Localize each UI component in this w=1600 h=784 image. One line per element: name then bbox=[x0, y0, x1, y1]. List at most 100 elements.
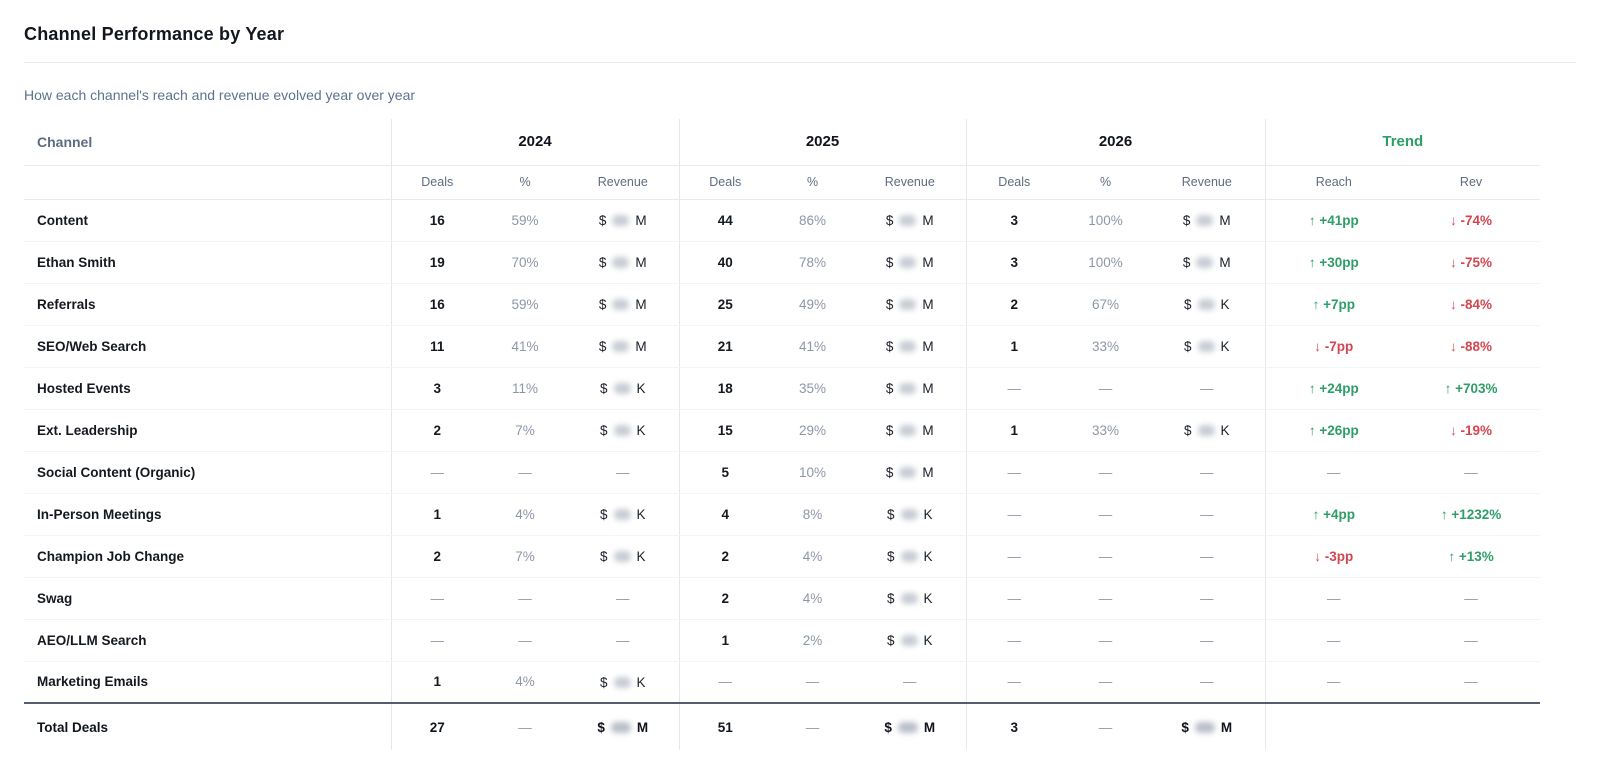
revenue-cell: $ M bbox=[854, 409, 967, 452]
percent-cell: 86% bbox=[771, 199, 855, 242]
redacted-value bbox=[612, 256, 630, 268]
deals-cell: 51 bbox=[678, 702, 772, 750]
percent-cell: 11% bbox=[483, 367, 567, 410]
revenue-cell: $ M bbox=[1149, 702, 1266, 750]
revenue-cell: — bbox=[854, 661, 967, 704]
redacted-value bbox=[899, 382, 917, 394]
column-header-2024: 2024 bbox=[390, 119, 680, 166]
channel-cell: Champion Job Change bbox=[24, 535, 391, 578]
currency-symbol: $ bbox=[599, 548, 608, 564]
deals-cell: 5 bbox=[678, 451, 772, 494]
revenue-unit: M bbox=[922, 464, 934, 480]
trend-reach-cell: — bbox=[1264, 661, 1403, 704]
currency-symbol: $ bbox=[887, 506, 895, 522]
deals-cell: 18 bbox=[678, 367, 772, 410]
currency-symbol: $ bbox=[887, 632, 895, 648]
trend-reach-cell: ↓ -7pp bbox=[1264, 325, 1403, 368]
table-row: Swag — — —2 4% $ K — — — — — bbox=[24, 577, 1541, 620]
revenue-cell: $ M bbox=[854, 325, 967, 368]
up-arrow-icon: ↑ bbox=[1444, 380, 1452, 396]
total-row: Total Deals 27— $ M 51— $ M 3— $ M bbox=[24, 702, 1541, 750]
currency-symbol: $ bbox=[599, 380, 608, 396]
percent-cell: 35% bbox=[771, 367, 855, 410]
deals-cell: 3 bbox=[965, 241, 1063, 284]
deals-cell: 1 bbox=[678, 619, 772, 662]
redacted-value bbox=[610, 721, 631, 733]
subheader-empty bbox=[24, 165, 391, 200]
trend-rev-cell: ↓ -19% bbox=[1402, 409, 1541, 452]
trend-reach-cell: ↑ +24pp bbox=[1264, 367, 1403, 410]
column-header-2025: 2025 bbox=[678, 119, 967, 166]
revenue-cell: — bbox=[567, 619, 680, 662]
trend-reach-cell: — bbox=[1264, 451, 1403, 494]
trend-reach-cell bbox=[1264, 702, 1403, 750]
redacted-value bbox=[1197, 298, 1215, 310]
report-page: Channel Performance by Year How each cha… bbox=[24, 24, 1576, 750]
revenue-cell: $ M bbox=[854, 702, 967, 750]
deals-cell: 2 bbox=[678, 577, 772, 620]
subheader-deals: Deals bbox=[390, 165, 483, 200]
revenue-cell: — bbox=[1149, 451, 1266, 494]
trend-rev-cell bbox=[1402, 702, 1541, 750]
revenue-cell: $ K bbox=[854, 535, 967, 578]
down-arrow-icon: ↓ bbox=[1450, 212, 1457, 228]
column-header-trend: Trend bbox=[1264, 119, 1541, 166]
total-label: Total Deals bbox=[24, 702, 391, 750]
revenue-unit: M bbox=[922, 380, 934, 396]
currency-symbol: $ bbox=[885, 464, 894, 480]
redacted-value bbox=[900, 592, 918, 604]
percent-cell: 41% bbox=[771, 325, 855, 368]
currency-symbol: $ bbox=[1182, 254, 1191, 270]
percent-cell: 59% bbox=[483, 199, 567, 242]
percent-cell: — bbox=[483, 619, 567, 662]
down-arrow-icon: ↓ bbox=[1314, 338, 1322, 354]
percent-cell: — bbox=[771, 702, 855, 750]
revenue-cell: $ M bbox=[854, 367, 967, 410]
deals-cell: 16 bbox=[390, 199, 483, 242]
revenue-cell: $ M bbox=[567, 325, 680, 368]
revenue-unit: M bbox=[636, 719, 649, 735]
currency-symbol: $ bbox=[1184, 296, 1192, 312]
redacted-value bbox=[1197, 424, 1215, 436]
trend-rev-cell: ↑ +703% bbox=[1402, 367, 1541, 410]
deals-cell: — bbox=[965, 493, 1063, 536]
trend-rev-cell: — bbox=[1402, 577, 1541, 620]
up-arrow-icon: ↑ bbox=[1308, 380, 1316, 396]
currency-symbol: $ bbox=[599, 674, 608, 690]
redacted-value bbox=[897, 721, 918, 733]
subheader-revenue: Revenue bbox=[854, 165, 967, 200]
revenue-cell: $ M bbox=[1149, 241, 1266, 284]
redacted-value bbox=[899, 340, 917, 352]
revenue-unit: K bbox=[1220, 338, 1230, 354]
deals-cell: 2 bbox=[965, 283, 1063, 326]
up-arrow-icon: ↑ bbox=[1308, 212, 1316, 228]
trend-rev-cell: ↓ -75% bbox=[1402, 241, 1541, 284]
revenue-unit: K bbox=[923, 632, 933, 648]
percent-cell: 78% bbox=[771, 241, 855, 284]
percent-cell: — bbox=[1062, 661, 1150, 704]
revenue-cell: $ M bbox=[567, 283, 680, 326]
revenue-cell: — bbox=[1149, 493, 1266, 536]
currency-symbol: $ bbox=[885, 338, 894, 354]
percent-cell: 4% bbox=[771, 535, 855, 578]
deals-cell: — bbox=[965, 661, 1063, 704]
revenue-unit: K bbox=[923, 590, 933, 606]
up-arrow-icon: ↑ bbox=[1308, 422, 1316, 438]
revenue-cell: $ M bbox=[854, 283, 967, 326]
up-arrow-icon: ↑ bbox=[1312, 506, 1320, 522]
revenue-cell: $ K bbox=[567, 409, 680, 452]
redacted-value bbox=[899, 466, 917, 478]
revenue-unit: K bbox=[923, 506, 933, 522]
revenue-cell: $ K bbox=[1149, 283, 1266, 326]
revenue-cell: $ K bbox=[1149, 409, 1266, 452]
percent-cell: — bbox=[1062, 451, 1150, 494]
subheader-revenue: Revenue bbox=[567, 165, 680, 200]
deals-cell: 2 bbox=[678, 535, 772, 578]
redacted-value bbox=[613, 424, 631, 436]
channel-cell: AEO/LLM Search bbox=[24, 619, 391, 662]
trend-rev-cell: — bbox=[1402, 661, 1541, 704]
channel-cell: Marketing Emails bbox=[24, 661, 391, 704]
currency-symbol: $ bbox=[1181, 719, 1189, 735]
percent-cell: 33% bbox=[1062, 409, 1150, 452]
percent-cell: 100% bbox=[1062, 199, 1150, 242]
